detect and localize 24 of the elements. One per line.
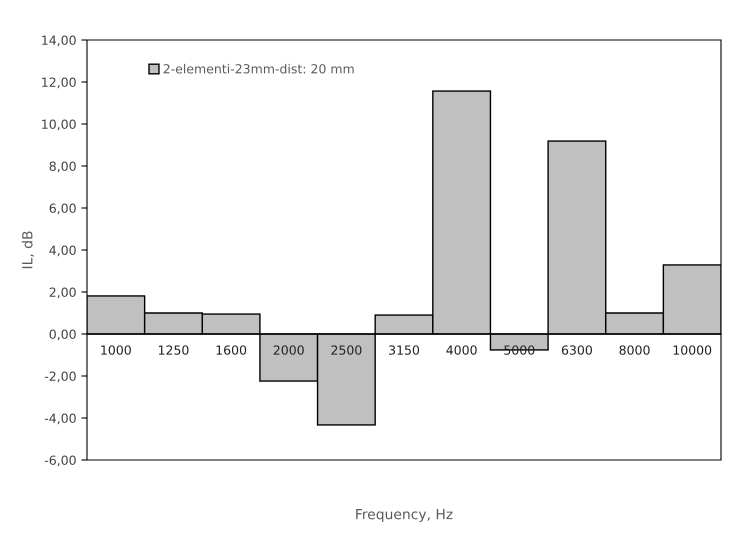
- y-tick-label: -2,00: [44, 371, 76, 382]
- x-tick-label: 2000: [274, 345, 304, 355]
- legend-label: 2-elementi-23mm-dist: 20 mm: [164, 64, 354, 74]
- x-axis-title: Frequency, Hz: [356, 509, 453, 522]
- y-tick-label: 2,00: [50, 287, 76, 298]
- y-tick-label: 6,00: [50, 203, 76, 214]
- x-tick-label: 6300: [562, 345, 592, 355]
- x-tick-label: 8000: [619, 345, 650, 355]
- y-tick-label: 4,00: [49, 245, 76, 256]
- y-tick-label: 12,00: [42, 77, 76, 88]
- y-tick-label: -6,00: [44, 455, 76, 466]
- x-tick-label: 2500: [331, 345, 362, 355]
- y-tick-label: -4,00: [44, 413, 76, 424]
- y-tick-label: 0,00: [50, 329, 76, 340]
- y-tick-label: 10,00: [42, 119, 76, 130]
- y-axis-title: IL, dB: [22, 231, 34, 268]
- y-tick-label: 14,00: [42, 35, 76, 46]
- y-tick-label: 8,00: [50, 161, 76, 172]
- x-tick-label: 1250: [158, 345, 189, 355]
- x-tick-label: 4000: [446, 345, 477, 355]
- x-tick-label: 3150: [389, 345, 420, 355]
- x-tick-label: 1000: [101, 345, 131, 355]
- x-tick-label: 1600: [216, 345, 246, 355]
- x-tick-label: 10000: [674, 345, 712, 355]
